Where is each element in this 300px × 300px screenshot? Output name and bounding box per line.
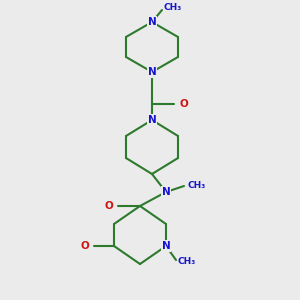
Text: N: N: [162, 187, 170, 197]
Text: CH₃: CH₃: [187, 181, 205, 190]
Text: N: N: [162, 241, 170, 251]
Text: O: O: [80, 241, 89, 251]
Text: N: N: [148, 115, 156, 125]
Text: N: N: [148, 17, 156, 27]
Text: CH₃: CH₃: [178, 257, 196, 266]
Text: N: N: [148, 67, 156, 77]
Text: O: O: [104, 201, 113, 211]
Text: O: O: [179, 99, 188, 109]
Text: CH₃: CH₃: [164, 4, 182, 13]
